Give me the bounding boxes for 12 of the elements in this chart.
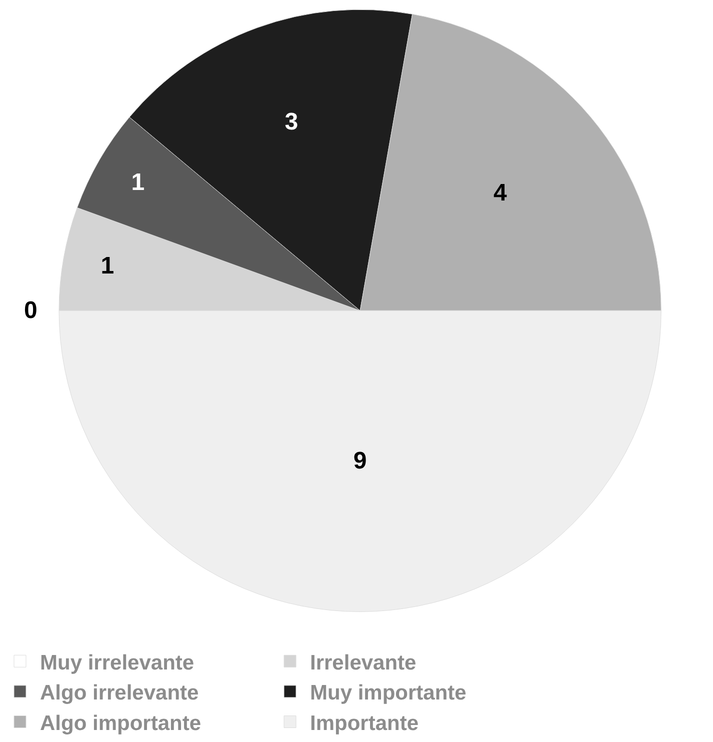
text: 0 (24, 297, 38, 324)
legend-label: Importante (310, 712, 419, 735)
data-label: 1 (131, 168, 145, 196)
legend-label: Muy irrelevante (40, 651, 194, 674)
legend-label: Irrelevante (310, 651, 416, 674)
legend-label: Algo irrelevante (40, 682, 199, 705)
data-label: 4 (493, 179, 508, 206)
legend-label: Muy importante (310, 682, 466, 705)
data-label: 3 (284, 108, 298, 136)
legend-label: Algo importante (40, 712, 201, 735)
data-label: 1 (100, 252, 114, 280)
data-label: 9 (353, 448, 367, 475)
